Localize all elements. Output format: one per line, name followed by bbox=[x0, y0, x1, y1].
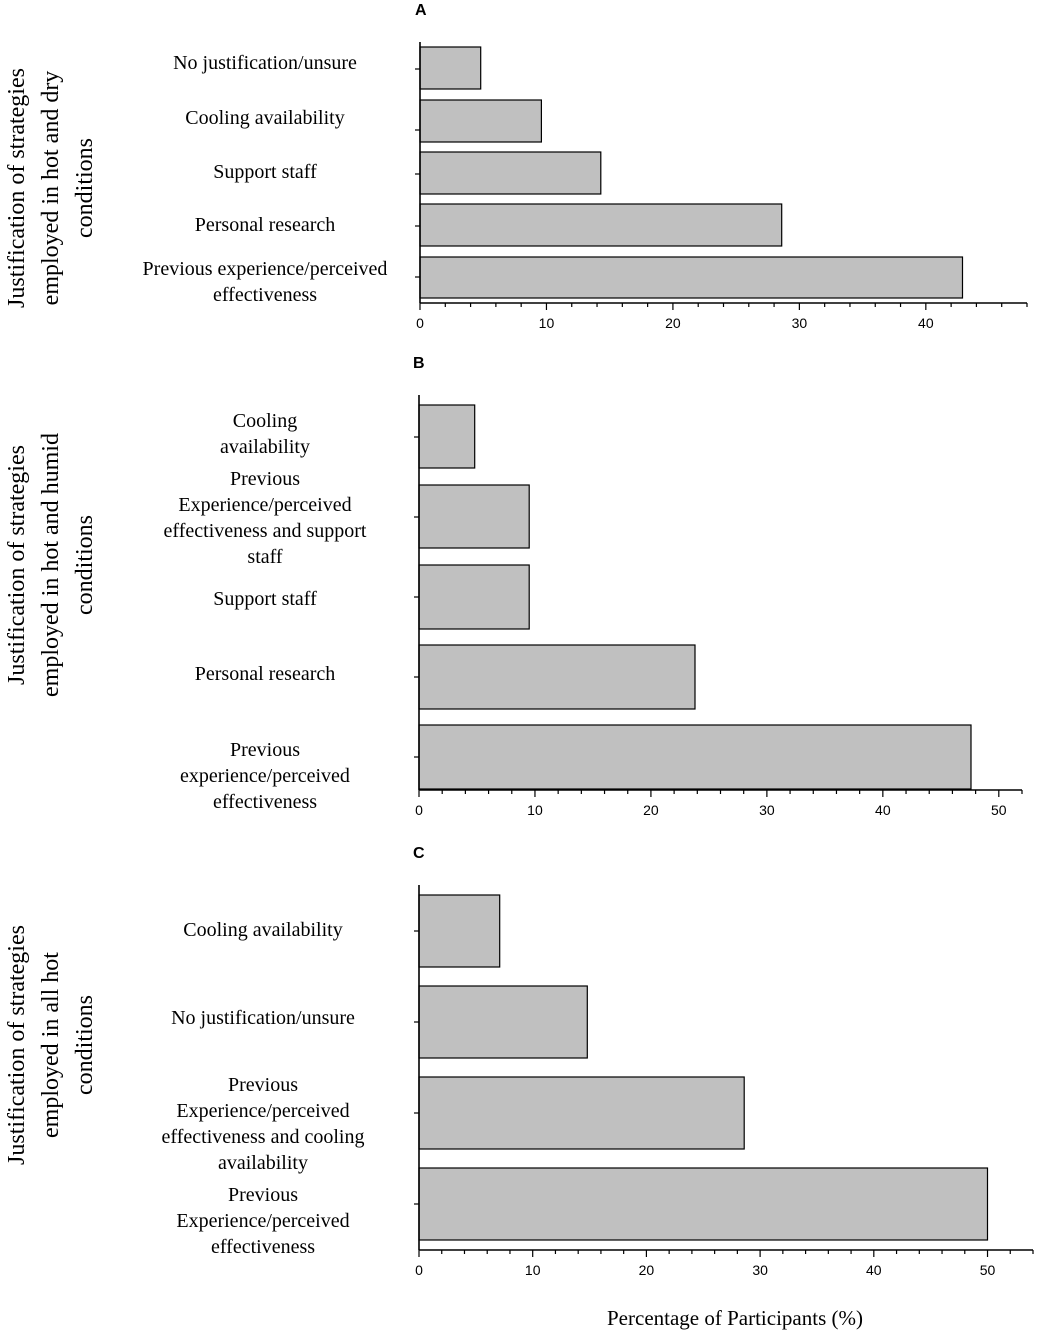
panel-A: A Justification of strategies employed in … bbox=[4, 2, 1028, 331]
bar bbox=[418, 1076, 745, 1150]
x-tick-label: 0 bbox=[415, 1262, 423, 1278]
y-axis-title-line: employed in all hot bbox=[38, 952, 64, 1138]
category-label: Cooling availability bbox=[183, 919, 342, 941]
x-tick-label: 10 bbox=[539, 315, 555, 331]
bar bbox=[419, 99, 543, 143]
x-tick-label: 30 bbox=[759, 802, 775, 818]
panel-C: C Justification of strategies employed in … bbox=[4, 845, 1034, 1278]
bar bbox=[418, 644, 696, 710]
panel-label: C bbox=[413, 845, 425, 862]
category-label: effectiveness bbox=[213, 284, 317, 306]
y-axis-title-line: Justification of strategies bbox=[4, 445, 30, 685]
x-axis-label: Percentage of Participants (%) bbox=[607, 1306, 863, 1330]
y-axis-title: Justification of strategies employed in h… bbox=[4, 68, 98, 308]
category-label: Personal research bbox=[195, 663, 336, 685]
category-label: Experience/perceived bbox=[178, 494, 351, 516]
panel-B: B Justification of strategies employed in … bbox=[4, 355, 1023, 818]
x-tick-label: 20 bbox=[665, 315, 681, 331]
x-tick-label: 0 bbox=[415, 802, 423, 818]
bar bbox=[418, 985, 588, 1059]
y-axis-title-line: Justification of strategies bbox=[4, 68, 30, 308]
bar bbox=[419, 256, 964, 299]
category-label: Experience/perceived bbox=[176, 1100, 349, 1122]
x-tick-label: 0 bbox=[416, 315, 424, 331]
y-axis-title-line: employed in hot and humid bbox=[38, 433, 64, 697]
category-label: effectiveness bbox=[211, 1236, 315, 1258]
category-label: effectiveness and support bbox=[164, 520, 367, 542]
x-tick-label: 30 bbox=[792, 315, 808, 331]
bar bbox=[419, 151, 602, 195]
category-label: Previous experience/perceived bbox=[143, 258, 388, 280]
category-label: Experience/perceived bbox=[176, 1210, 349, 1232]
bar bbox=[418, 894, 501, 968]
y-axis-title-line: Justification of strategies bbox=[4, 925, 30, 1165]
category-label: Support staff bbox=[213, 588, 317, 610]
bar bbox=[419, 46, 482, 90]
category-label: Previous bbox=[230, 468, 300, 490]
x-tick-label: 50 bbox=[991, 802, 1007, 818]
panel-label: B bbox=[413, 355, 425, 372]
category-label: Previous bbox=[230, 739, 300, 761]
category-label: effectiveness bbox=[213, 791, 317, 813]
category-label: No justification/unsure bbox=[173, 52, 357, 74]
y-axis-title: Justification of strategies employed in a… bbox=[4, 925, 98, 1165]
x-tick-label: 40 bbox=[918, 315, 934, 331]
category-label: Previous bbox=[228, 1184, 298, 1206]
category-label: availability bbox=[218, 1152, 308, 1174]
bar bbox=[418, 724, 972, 790]
category-label: staff bbox=[247, 546, 283, 568]
y-axis-title-line: conditions bbox=[72, 515, 98, 615]
category-label: experience/perceived bbox=[180, 765, 350, 787]
x-tick-label: 10 bbox=[527, 802, 543, 818]
category-label: Cooling availability bbox=[185, 107, 344, 129]
x-tick-label: 50 bbox=[980, 1262, 996, 1278]
y-axis-title-line: conditions bbox=[72, 138, 98, 238]
category-label: Support staff bbox=[213, 161, 317, 183]
x-tick-label: 20 bbox=[643, 802, 659, 818]
bar bbox=[418, 404, 476, 469]
y-axis-title-line: conditions bbox=[72, 995, 98, 1095]
category-label: availability bbox=[220, 436, 310, 458]
category-label: Previous bbox=[228, 1074, 298, 1096]
bar bbox=[418, 484, 530, 549]
panel-label: A bbox=[415, 2, 427, 19]
category-label: Personal research bbox=[195, 214, 336, 236]
x-tick-label: 20 bbox=[639, 1262, 655, 1278]
category-label: No justification/unsure bbox=[171, 1007, 355, 1029]
bar bbox=[418, 1167, 989, 1241]
category-label: effectiveness and cooling bbox=[162, 1126, 365, 1148]
x-tick-label: 30 bbox=[752, 1262, 768, 1278]
x-tick-label: 40 bbox=[875, 802, 891, 818]
category-label: Cooling bbox=[233, 410, 297, 432]
bar bbox=[419, 203, 783, 247]
y-axis-title: Justification of strategies employed in h… bbox=[4, 433, 98, 697]
y-axis-title-line: employed in hot and dry bbox=[38, 71, 64, 306]
x-tick-label: 40 bbox=[866, 1262, 882, 1278]
bar bbox=[418, 564, 530, 630]
x-tick-label: 10 bbox=[525, 1262, 541, 1278]
